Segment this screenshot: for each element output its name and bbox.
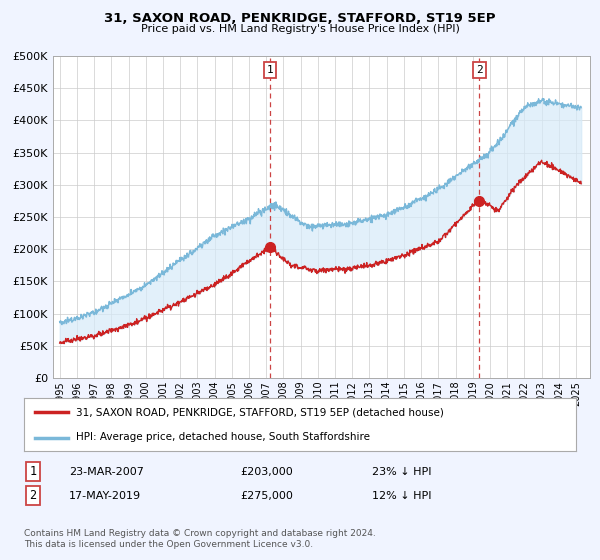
Text: £203,000: £203,000 xyxy=(240,466,293,477)
Text: 2: 2 xyxy=(29,489,37,502)
Text: 31, SAXON ROAD, PENKRIDGE, STAFFORD, ST19 5EP (detached house): 31, SAXON ROAD, PENKRIDGE, STAFFORD, ST1… xyxy=(76,408,445,418)
Text: HPI: Average price, detached house, South Staffordshire: HPI: Average price, detached house, Sout… xyxy=(76,432,370,442)
Text: Contains HM Land Registry data © Crown copyright and database right 2024.
This d: Contains HM Land Registry data © Crown c… xyxy=(24,529,376,549)
Text: 1: 1 xyxy=(29,465,37,478)
Text: 31, SAXON ROAD, PENKRIDGE, STAFFORD, ST19 5EP: 31, SAXON ROAD, PENKRIDGE, STAFFORD, ST1… xyxy=(104,12,496,25)
Text: £275,000: £275,000 xyxy=(240,491,293,501)
Text: Price paid vs. HM Land Registry's House Price Index (HPI): Price paid vs. HM Land Registry's House … xyxy=(140,24,460,34)
Text: 17-MAY-2019: 17-MAY-2019 xyxy=(69,491,141,501)
Text: 12% ↓ HPI: 12% ↓ HPI xyxy=(372,491,431,501)
Text: 23-MAR-2007: 23-MAR-2007 xyxy=(69,466,144,477)
Text: 2: 2 xyxy=(476,65,482,75)
Text: 23% ↓ HPI: 23% ↓ HPI xyxy=(372,466,431,477)
Text: 1: 1 xyxy=(266,65,274,75)
